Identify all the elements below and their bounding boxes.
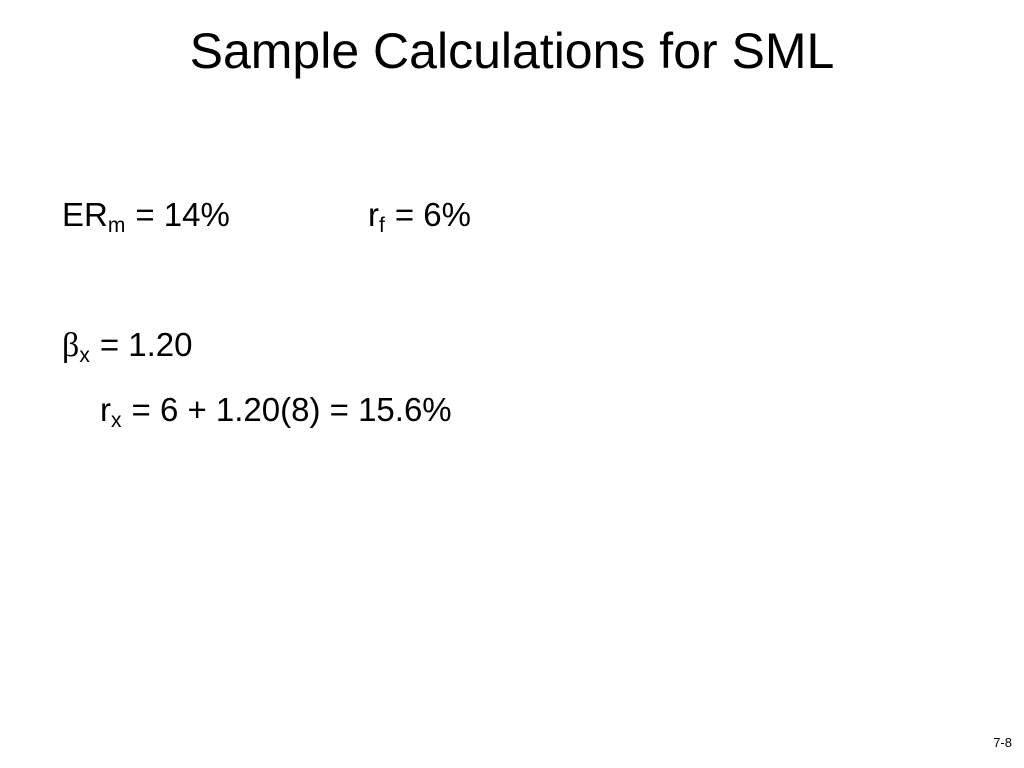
formula: βx = 1.20 [62,325,192,366]
expression: = 6% [394,196,471,233]
subscript: f [379,214,385,237]
symbol: r [368,196,379,233]
expression: = 1.20 [99,326,193,363]
subscript: x [111,409,122,432]
page-number: 7-8 [993,735,1012,750]
symbol: r [100,391,111,428]
slide-title: Sample Calculations for SML [189,23,835,79]
symbol: ER [62,196,108,233]
expression: = 14% [135,196,230,233]
symbol: β [62,327,80,364]
subscript: x [79,344,90,367]
formula: rx = 6 + 1.20(8) = 15.6% [100,390,452,432]
expression: = 6 + 1.20(8) = 15.6% [131,391,452,428]
formula: ERm = 14% [62,195,230,237]
formula: rf = 6% [368,195,471,237]
subscript: m [107,214,126,237]
